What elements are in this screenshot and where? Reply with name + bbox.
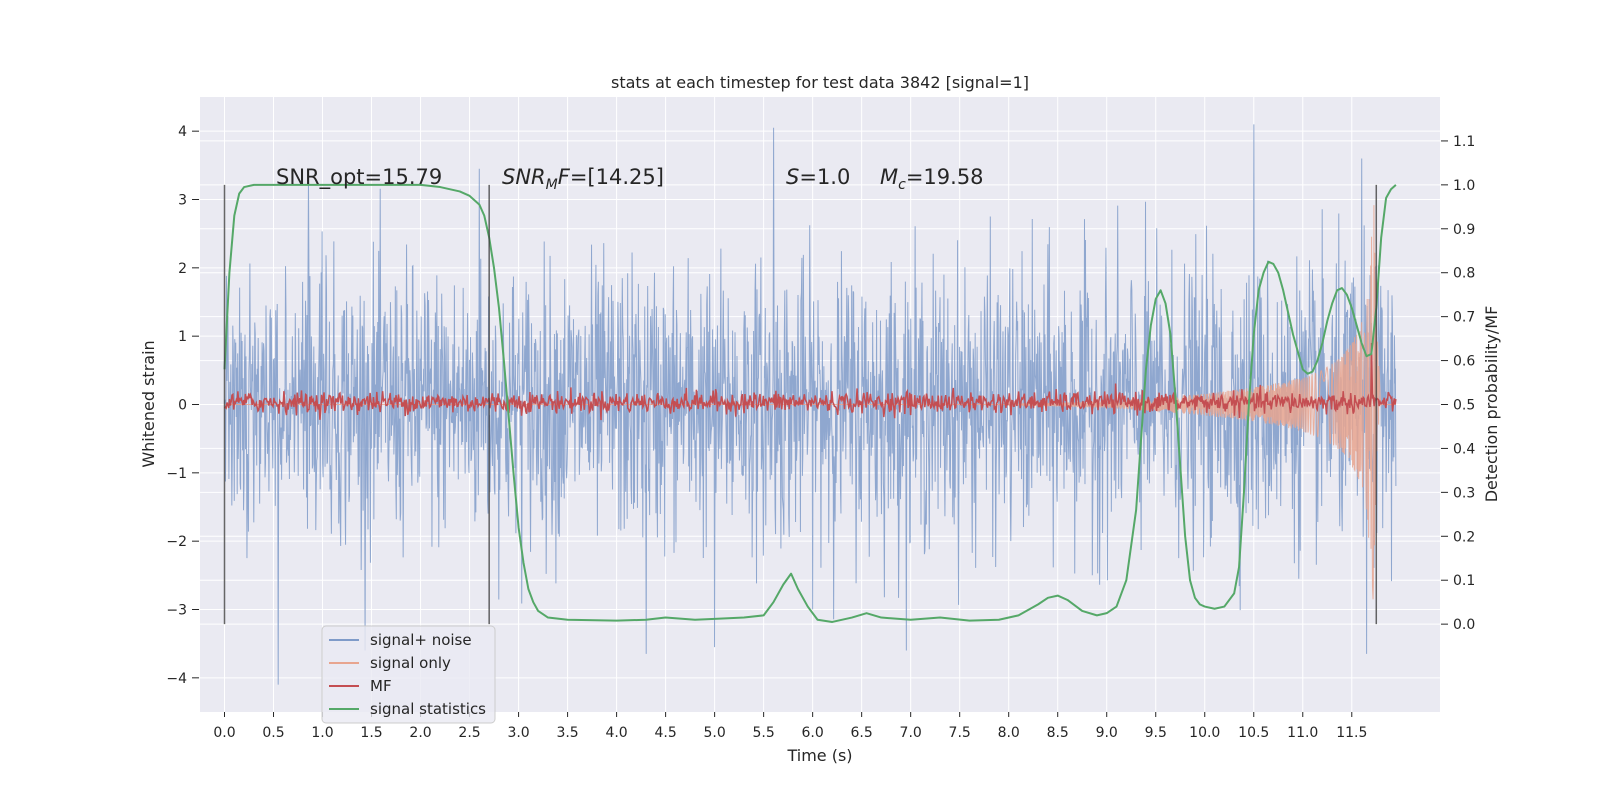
x-axis-title: Time (s): [786, 746, 852, 765]
x-tick-label: 1.5: [360, 725, 382, 741]
x-tick-label: 10.5: [1238, 725, 1269, 741]
x-tick-label: 10.0: [1189, 725, 1220, 741]
series-signal-statistics: [223, 183, 1397, 623]
x-tick-label: 6.5: [851, 725, 873, 741]
legend-label-mf: MF: [370, 677, 392, 695]
x-tick-label: 11.5: [1336, 725, 1367, 741]
legend: signal+ noise signal only MF signal stat…: [321, 625, 496, 724]
y-tick-label: 3: [178, 193, 187, 209]
line-signal-statistics: [223, 183, 1397, 623]
x-tick-label: 3.5: [556, 725, 578, 741]
y-tick-label: 0: [178, 398, 187, 414]
y2-tick-label: 0.4: [1453, 441, 1475, 457]
line-mf: [223, 342, 1397, 421]
x-tick-label: 9.5: [1145, 725, 1167, 741]
y2-tick-label: 0.9: [1453, 222, 1475, 238]
x-tick-label: 1.0: [311, 725, 333, 741]
x-tick-label: 11.0: [1287, 725, 1318, 741]
y-axis-title: Whitened strain: [139, 340, 158, 467]
x-tick-label: 8.5: [1047, 725, 1069, 741]
y2-tick-label: 0.0: [1453, 617, 1475, 633]
x-tick-label: 4.0: [605, 725, 627, 741]
y2-tick-label: 0.8: [1453, 266, 1475, 282]
x-axis: 0.0 0.5 1.0 1.5 2.0 2.5 3.0 3.5 4.0 4.5 5.0 5.5 6.0 6…: [213, 712, 1367, 741]
legend-label-signal-plus-noise: signal+ noise: [370, 631, 472, 649]
x-tick-label: 5.0: [703, 725, 725, 741]
x-tick-label: 0.5: [262, 725, 284, 741]
x-tick-label: 2.0: [409, 725, 431, 741]
x-tick-label: 7.5: [949, 725, 971, 741]
annotations: SNR_opt=15.79 SNRMF=[14.25] S=1.0 Mc=19.…: [276, 165, 984, 193]
annotation-snr-opt: SNR_opt=15.79: [276, 165, 442, 190]
x-tick-label: 4.5: [654, 725, 676, 741]
x-tick-label: 5.5: [753, 725, 775, 741]
x-tick-label: 0.0: [213, 725, 235, 741]
legend-label-signal-statistics: signal statistics: [370, 700, 486, 718]
annotation-s: S=1.0: [786, 165, 850, 189]
vertical-markers: [223, 184, 1378, 625]
x-tick-label: 9.0: [1096, 725, 1118, 741]
annotation-mc: Mc=19.58: [880, 165, 984, 193]
x-tick-label: 7.0: [900, 725, 922, 741]
annotation-snr-mf: SNRMF=[14.25]: [502, 165, 664, 193]
y2-tick-label: 0.5: [1453, 398, 1475, 414]
y2-axis-title: Detection probability/MF: [1482, 306, 1501, 503]
y-tick-label: −3: [166, 603, 187, 619]
y-tick-label: −1: [166, 466, 187, 482]
y2-tick-label: 0.6: [1453, 354, 1475, 370]
y-tick-label: 4: [178, 124, 187, 140]
y-axis-left: −4 −3 −2 −1 0 1 2 3 4: [166, 124, 199, 687]
y-axis-right: 0.0 0.1 0.2 0.3 0.4 0.5 0.6 0.7 0.8 0.9 1.0 1.1: [1441, 134, 1475, 633]
y-tick-label: 2: [178, 261, 187, 277]
x-tick-label: 8.0: [998, 725, 1020, 741]
y2-tick-label: 0.1: [1453, 573, 1475, 589]
y2-tick-label: 1.0: [1453, 178, 1475, 194]
y2-tick-label: 0.2: [1453, 529, 1475, 545]
x-tick-label: 3.0: [507, 725, 529, 741]
y2-tick-label: 0.7: [1453, 310, 1475, 326]
legend-box: [321, 625, 496, 724]
y2-tick-label: 0.3: [1453, 485, 1475, 501]
y2-tick-label: 1.1: [1453, 134, 1475, 150]
legend-label-signal-only: signal only: [370, 654, 451, 672]
x-tick-label: 6.0: [802, 725, 824, 741]
series-mf: [223, 342, 1397, 421]
y-tick-label: −2: [166, 534, 187, 550]
y-tick-label: 1: [178, 329, 187, 345]
x-tick-label: 2.5: [458, 725, 480, 741]
y-tick-label: −4: [166, 671, 187, 687]
chart-title: stats at each timestep for test data 384…: [611, 73, 1029, 92]
